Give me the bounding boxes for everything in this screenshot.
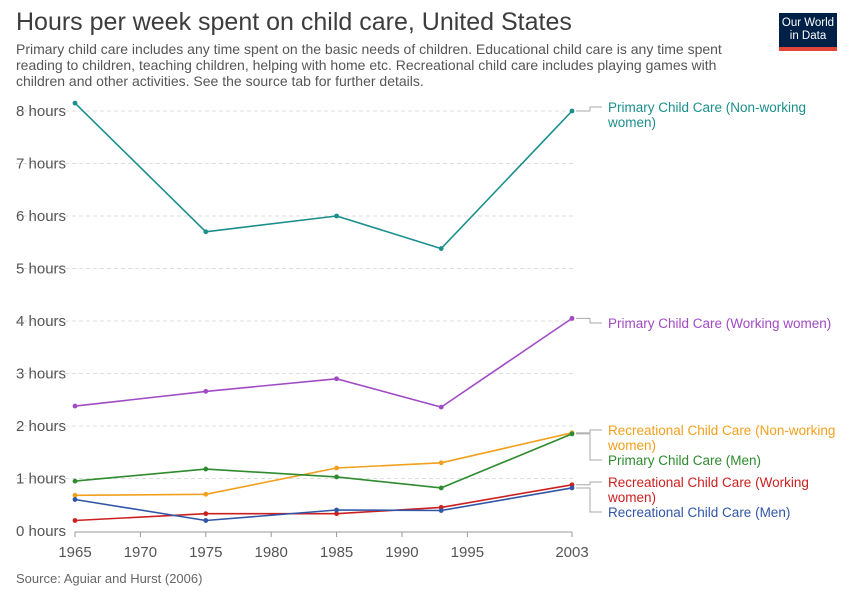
source-note: Source: Aguiar and Hurst (2006) [16,571,203,586]
data-point[interactable] [334,213,339,219]
data-point[interactable] [569,315,575,321]
series-label-line: women) [607,438,656,453]
data-point[interactable] [334,376,339,382]
x-tick-label: 1970 [124,544,157,561]
series-labels[interactable]: Primary Child Care (Non-working women)Pri… [576,100,835,520]
logo-line-1: Our World [781,17,835,29]
series-label-line: Recreational Child Care (Men) [608,505,790,520]
data-point[interactable] [438,460,444,466]
y-axis-tick-labels: 0 hours 1 hours 2 hours 3 hours 4 hours 5 hou… [16,103,66,540]
x-axis-tick-labels: 1965 1970 1975 1980 1985 1990 1995 2003 [58,544,588,561]
data-point[interactable] [203,388,209,394]
chart-subtitle: Primary child care includes any time spe… [16,41,722,89]
data-point[interactable] [334,507,339,513]
data-point[interactable] [438,404,444,410]
x-tick-label: 1995 [451,544,484,561]
data-point[interactable] [203,511,209,517]
data-point[interactable] [438,508,444,513]
data-point[interactable] [334,474,339,480]
chart-title: Hours per week spent on child care, Unit… [16,8,572,36]
y-tick-label: 8 hours [16,103,66,120]
series-label[interactable]: Recreational Child Care (Non-working wome… [607,423,835,453]
data-point[interactable] [72,518,78,523]
data-point[interactable] [203,466,209,472]
label-connector [576,481,602,486]
data-point[interactable] [72,492,78,498]
x-tick-label: 1975 [189,544,222,561]
series-label-line: Primary Child Care (Working women) [608,316,831,331]
data-point[interactable] [438,485,444,491]
series-line[interactable] [74,102,573,250]
label-connector [576,106,602,112]
label-connector [576,433,602,461]
data-point[interactable] [438,246,444,251]
y-tick-label: 6 hours [16,208,66,225]
label-connector [576,429,602,434]
data-point[interactable] [72,100,78,106]
series-label-line: women) [607,490,656,505]
data-point[interactable] [569,108,575,114]
y-tick-label: 5 hours [16,261,66,278]
series-line[interactable] [74,317,573,408]
series-label-line: Primary Child Care (Non-working [608,100,806,115]
series-label[interactable]: Primary Child Care (Working women) [608,316,831,331]
owid-logo[interactable]: Our World in Data [779,13,837,51]
logo-line-2: in Data [789,30,827,42]
data-point[interactable] [334,465,339,471]
data-point[interactable] [72,497,78,502]
y-tick-label: 7 hours [16,156,66,173]
series-label[interactable]: Recreational Child Care (Men) [608,505,790,520]
y-tick-label: 0 hours [16,523,66,540]
data-point[interactable] [203,491,209,497]
x-tick-label: 1980 [254,544,287,561]
series-label-line: women) [607,115,656,130]
series-label-line: Recreational Child Care (Non-working [608,423,835,438]
y-tick-label: 4 hours [16,313,66,330]
series-label[interactable]: Primary Child Care (Non-working women) [607,100,806,130]
label-connector [576,487,602,513]
x-tick-label: 2003 [555,544,588,561]
data-point[interactable] [72,403,78,409]
data-point[interactable] [569,431,575,437]
data-point[interactable] [569,485,575,491]
data-point[interactable] [72,478,78,484]
x-tick-label: 1965 [58,544,91,561]
x-axis [74,531,573,537]
y-tick-label: 1 hours [16,471,66,488]
series-lines [72,100,575,523]
data-point[interactable] [203,229,209,235]
series-line[interactable] [74,487,573,522]
gridlines [16,110,575,479]
data-point[interactable] [203,518,209,523]
x-tick-label: 1985 [320,544,353,561]
series-label[interactable]: Recreational Child Care (Working women) [607,475,809,505]
series-line[interactable] [74,484,573,522]
label-connector [576,317,602,324]
x-tick-label: 1990 [385,544,418,561]
series-line[interactable] [74,433,573,489]
series-label[interactable]: Primary Child Care (Men) [608,453,761,468]
y-tick-label: 3 hours [16,366,66,383]
data-point[interactable] [334,511,339,517]
series-label-line: Primary Child Care (Men) [608,453,761,468]
y-tick-label: 2 hours [16,418,66,435]
series-label-line: Recreational Child Care (Working [608,475,809,490]
